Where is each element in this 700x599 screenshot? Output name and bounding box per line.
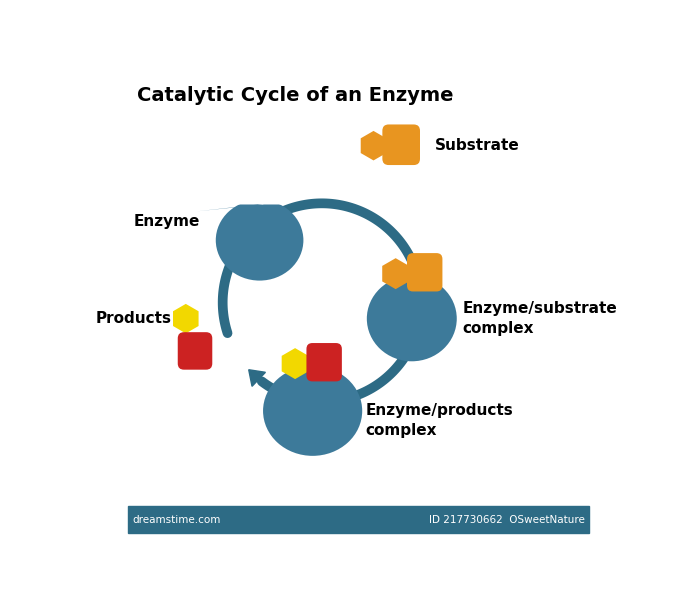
Text: ID 217730662  OSweetNature: ID 217730662 OSweetNature bbox=[429, 515, 584, 525]
Ellipse shape bbox=[216, 200, 303, 280]
FancyBboxPatch shape bbox=[178, 332, 212, 370]
Wedge shape bbox=[258, 192, 284, 204]
Text: Catalytic Cycle of an Enzyme: Catalytic Cycle of an Enzyme bbox=[137, 86, 454, 105]
Wedge shape bbox=[237, 192, 263, 204]
Polygon shape bbox=[382, 258, 409, 289]
Bar bbox=[128, 506, 589, 533]
Ellipse shape bbox=[263, 366, 362, 456]
FancyBboxPatch shape bbox=[407, 253, 442, 292]
FancyBboxPatch shape bbox=[382, 125, 420, 165]
Text: Enzyme: Enzyme bbox=[133, 214, 200, 229]
Text: dreamstime.com: dreamstime.com bbox=[133, 515, 221, 525]
Polygon shape bbox=[196, 204, 263, 211]
Text: Enzyme/products
complex: Enzyme/products complex bbox=[365, 403, 513, 437]
Text: Products: Products bbox=[96, 311, 172, 326]
Polygon shape bbox=[407, 270, 426, 286]
Ellipse shape bbox=[367, 276, 457, 361]
Polygon shape bbox=[281, 348, 309, 379]
Polygon shape bbox=[248, 370, 265, 386]
Polygon shape bbox=[173, 304, 199, 334]
Text: Enzyme/substrate
complex: Enzyme/substrate complex bbox=[463, 301, 617, 336]
FancyBboxPatch shape bbox=[307, 343, 342, 382]
Text: Substrate: Substrate bbox=[435, 138, 519, 153]
Polygon shape bbox=[360, 131, 386, 161]
Polygon shape bbox=[229, 240, 245, 256]
